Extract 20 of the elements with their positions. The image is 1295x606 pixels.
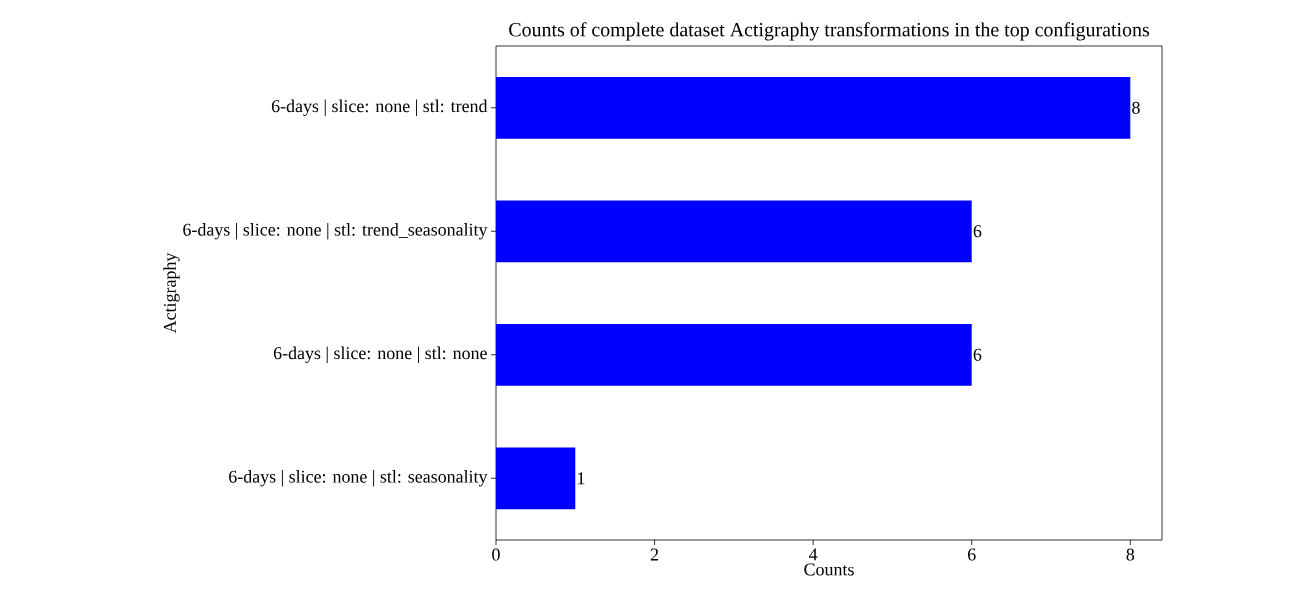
chart-title: Counts of complete dataset Actigraphy transformations in the top configurations xyxy=(509,22,1150,41)
y-tick-label: 6-days | slice: none | stl: trend_seasonality xyxy=(183,223,488,240)
data-label: 6 xyxy=(973,348,982,361)
data-label: 1 xyxy=(578,472,585,485)
bar xyxy=(496,447,576,510)
x-tick-label: 4 xyxy=(809,548,818,561)
data-label: 6 xyxy=(973,225,982,238)
y-tick-label: 6-days | slice: none | stl: none xyxy=(273,346,487,363)
y-tick-label: 6-days | slice: none | stl: seasonality xyxy=(229,470,488,487)
x-tick-label: 0 xyxy=(492,548,500,561)
x-tick-label: 2 xyxy=(650,548,659,561)
bar xyxy=(496,323,972,386)
bar xyxy=(496,76,1131,139)
bar xyxy=(496,200,972,263)
y-axis-title: Actigraphy xyxy=(163,252,180,334)
x-axis-title: Counts xyxy=(804,563,854,576)
x-tick-label: 8 xyxy=(1126,548,1135,561)
data-label: 8 xyxy=(1132,101,1140,114)
y-tick-label: 6-days | slice: none | stl: trend xyxy=(271,99,488,116)
x-tick-label: 6 xyxy=(968,548,976,561)
